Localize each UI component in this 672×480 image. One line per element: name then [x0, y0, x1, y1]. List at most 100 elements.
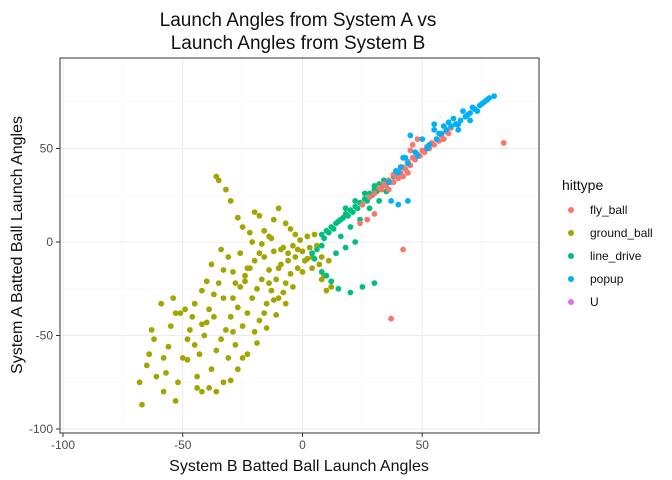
x-axis-ticks: -100 -50 0 50	[51, 433, 429, 452]
point-ground_ball	[287, 270, 294, 277]
point-ground_ball	[136, 379, 143, 386]
point-ground_ball	[294, 265, 301, 272]
point-ground_ball	[158, 300, 165, 307]
point-fly_ball	[500, 140, 507, 146]
point-ground_ball	[208, 261, 215, 268]
point-ground_ball	[234, 304, 241, 311]
point-ground_ball	[306, 244, 313, 251]
point-ground_ball	[237, 250, 244, 257]
point-ground_ball	[275, 265, 282, 272]
legend-key-line_drive	[568, 253, 574, 259]
point-fly_ball	[388, 315, 394, 322]
point-ground_ball	[323, 287, 330, 294]
point-fly_ball	[440, 136, 447, 143]
point-ground_ball	[282, 220, 289, 227]
point-ground_ball	[297, 237, 303, 244]
point-fly_ball	[400, 246, 406, 253]
point-ground_ball	[244, 310, 251, 316]
point-ground_ball	[304, 255, 311, 262]
point-ground_ball	[299, 248, 306, 255]
point-ground_ball	[208, 366, 215, 373]
point-line_drive	[371, 280, 378, 286]
legend-key-popup	[568, 276, 574, 282]
point-ground_ball	[213, 388, 220, 395]
y-tick-label: 50	[40, 142, 54, 156]
point-ground_ball	[268, 235, 275, 242]
point-popup	[433, 136, 440, 143]
point-ground_ball	[184, 356, 191, 363]
point-ground_ball	[234, 366, 241, 373]
y-tick-label: 0	[46, 235, 53, 249]
point-popup	[397, 164, 404, 171]
legend-label-U: U	[590, 295, 599, 309]
point-ground_ball	[261, 254, 268, 260]
point-ground_ball	[249, 239, 256, 245]
point-popup	[467, 117, 473, 124]
point-ground_ball	[227, 313, 234, 320]
x-tick-label: 50	[416, 438, 430, 452]
point-ground_ball	[239, 224, 246, 230]
y-tick-label: -100	[29, 422, 53, 436]
point-popup	[469, 104, 476, 111]
point-ground_ball	[230, 295, 236, 301]
point-ground_ball	[218, 336, 225, 343]
chart-title-line-2: Launch Angles from System B	[171, 33, 426, 54]
point-ground_ball	[184, 336, 191, 343]
point-line_drive	[318, 269, 325, 275]
point-popup	[419, 136, 426, 143]
point-ground_ball	[258, 241, 265, 247]
point-ground_ball	[263, 325, 270, 331]
point-fly_ball	[400, 173, 406, 180]
point-popup	[393, 168, 399, 174]
point-popup	[440, 123, 447, 129]
point-ground_ball	[230, 328, 236, 335]
point-ground_ball	[251, 209, 258, 216]
point-popup	[431, 126, 438, 133]
point-ground_ball	[239, 355, 246, 361]
point-ground_ball	[201, 332, 208, 339]
x-tick-label: -100	[51, 438, 75, 452]
point-ground_ball	[328, 284, 335, 290]
point-fly_ball	[405, 169, 411, 176]
point-ground_ball	[172, 310, 179, 316]
point-ground_ball	[220, 379, 227, 386]
point-ground_ball	[203, 278, 210, 285]
point-line_drive	[328, 278, 335, 285]
point-ground_ball	[160, 388, 167, 395]
point-ground_ball	[234, 214, 241, 221]
point-ground_ball	[225, 254, 232, 260]
point-ground_ball	[254, 285, 260, 292]
point-ground_ball	[203, 319, 210, 326]
point-line_drive	[325, 229, 332, 236]
legend-key-ground_ball	[568, 230, 574, 236]
legend-label-fly_ball: fly_ball	[590, 203, 627, 217]
point-fly_ball	[378, 186, 385, 193]
point-line_drive	[345, 212, 351, 219]
point-ground_ball	[179, 355, 186, 361]
point-ground_ball	[256, 212, 263, 219]
point-ground_ball	[285, 250, 291, 257]
legend-key-fly_ball	[568, 207, 574, 213]
x-tick-label: 0	[299, 438, 306, 452]
point-ground_ball	[275, 295, 282, 301]
point-line_drive	[352, 239, 359, 245]
point-ground_ball	[309, 265, 315, 272]
point-ground_ball	[311, 231, 318, 238]
point-line_drive	[354, 205, 361, 212]
point-ground_ball	[282, 300, 289, 307]
point-popup	[491, 93, 497, 99]
legend-label-ground_ball: ground_ball	[590, 226, 653, 240]
point-fly_ball	[414, 136, 421, 143]
point-popup	[407, 132, 414, 139]
point-line_drive	[321, 235, 327, 242]
data-points	[136, 93, 507, 408]
point-ground_ball	[299, 269, 306, 275]
point-ground_ball	[292, 231, 299, 238]
point-ground_ball	[270, 297, 277, 303]
point-ground_ball	[153, 373, 160, 380]
point-ground_ball	[139, 401, 145, 408]
point-fly_ball	[359, 201, 366, 208]
point-popup	[388, 198, 394, 204]
point-ground_ball	[189, 313, 196, 320]
point-line_drive	[311, 255, 318, 262]
